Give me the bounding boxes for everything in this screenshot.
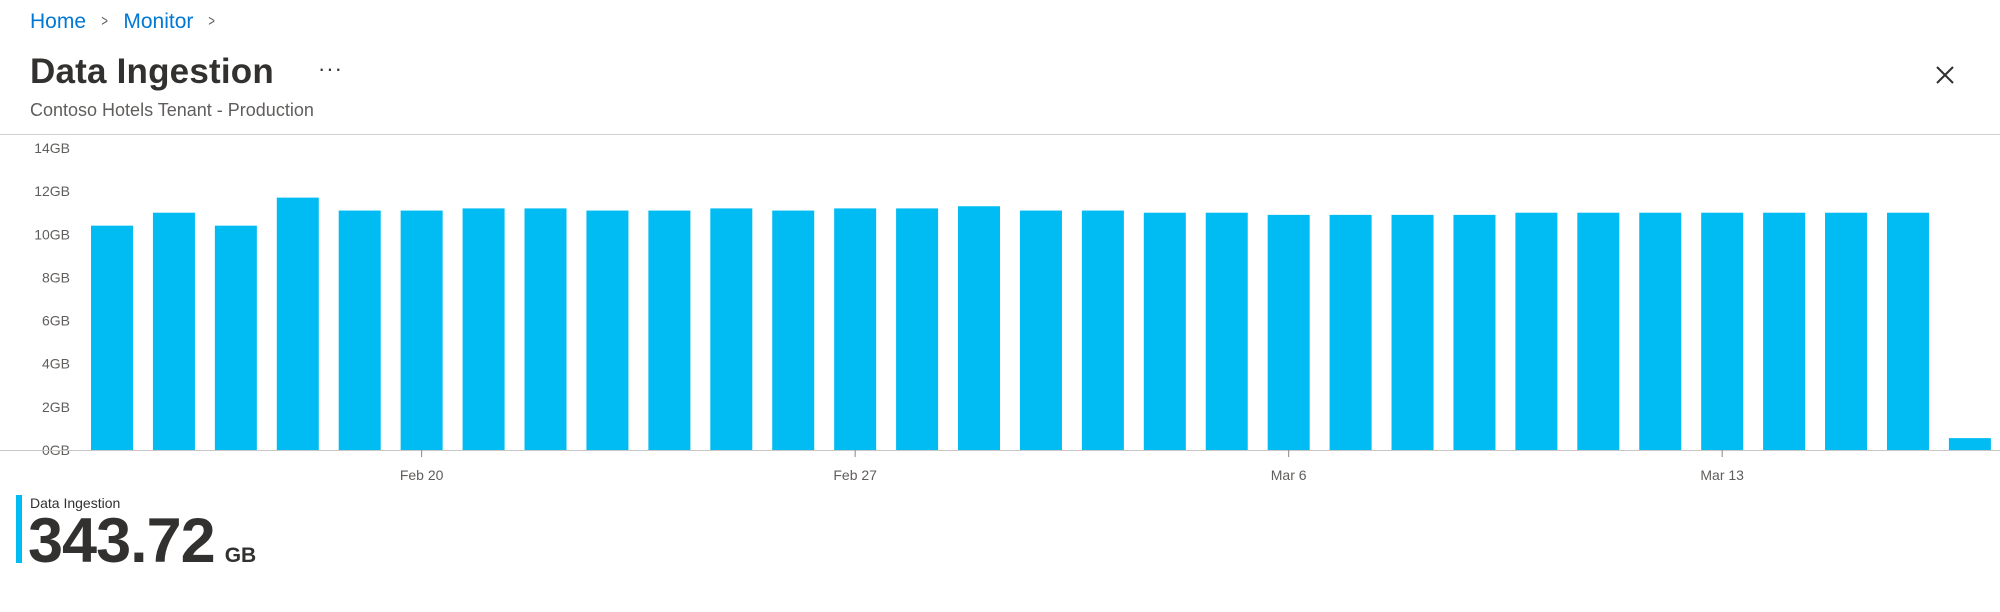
bar: [462, 208, 505, 450]
page-subtitle: Contoso Hotels Tenant - Production: [30, 100, 314, 120]
chevron-right-icon: >: [208, 13, 216, 30]
bar: [1329, 214, 1372, 450]
x-tick-label: Mar 13: [1700, 467, 1744, 483]
bar: [1515, 212, 1558, 450]
bar: [772, 210, 815, 450]
bar: [834, 208, 877, 450]
bar: [1205, 212, 1248, 450]
bar: [1886, 212, 1929, 450]
bar: [1081, 210, 1124, 450]
more-options-button[interactable]: ···: [317, 56, 343, 81]
chevron-right-icon: >: [101, 13, 108, 30]
bar: [1267, 214, 1310, 450]
y-tick-label: 2GB: [42, 399, 70, 415]
breadcrumb-monitor-link[interactable]: Monitor: [123, 10, 194, 33]
bar: [338, 210, 381, 450]
y-tick-label: 12GB: [34, 183, 70, 199]
bar: [1639, 212, 1682, 450]
legend-label: Data Ingestion: [30, 495, 121, 511]
header-divider: [0, 134, 2000, 135]
bar: [152, 212, 195, 450]
bar: [524, 208, 567, 450]
close-icon[interactable]: [1930, 60, 1960, 90]
bar: [1143, 212, 1186, 450]
x-tick-label: Feb 27: [833, 467, 877, 483]
bar: [1701, 212, 1744, 450]
bar: [91, 225, 133, 450]
y-tick-label: 10GB: [34, 226, 70, 242]
x-tick-label: Mar 6: [1271, 467, 1307, 483]
legend-unit: GB: [224, 544, 257, 567]
bar: [1453, 214, 1496, 450]
title-row: Data Ingestion ···: [30, 52, 349, 92]
legend-color-marker: [16, 495, 22, 563]
bar: [648, 210, 691, 450]
page-title: Data Ingestion: [30, 52, 274, 91]
bar: [586, 210, 629, 450]
bar: [958, 206, 1001, 450]
bar: [896, 208, 939, 450]
y-tick-label: 14GB: [34, 140, 70, 156]
bar: [710, 208, 753, 450]
breadcrumb: Home > Monitor >: [30, 10, 231, 34]
bar: [1948, 438, 1991, 450]
legend-total: 343.72 GB: [28, 505, 256, 577]
bar: [1019, 210, 1062, 450]
y-tick-label: 6GB: [42, 313, 70, 329]
bar: [400, 210, 443, 450]
bar: [1825, 212, 1868, 450]
y-tick-label: 8GB: [42, 269, 70, 285]
bar: [214, 225, 257, 450]
bar: [1763, 212, 1806, 450]
breadcrumb-home-link[interactable]: Home: [30, 10, 87, 33]
bar: [1391, 214, 1434, 450]
bar: [1577, 212, 1620, 450]
y-tick-label: 4GB: [42, 356, 70, 372]
bar: [276, 197, 319, 450]
x-tick-label: Feb 20: [400, 467, 444, 483]
legend-value: 343.72: [28, 506, 216, 576]
